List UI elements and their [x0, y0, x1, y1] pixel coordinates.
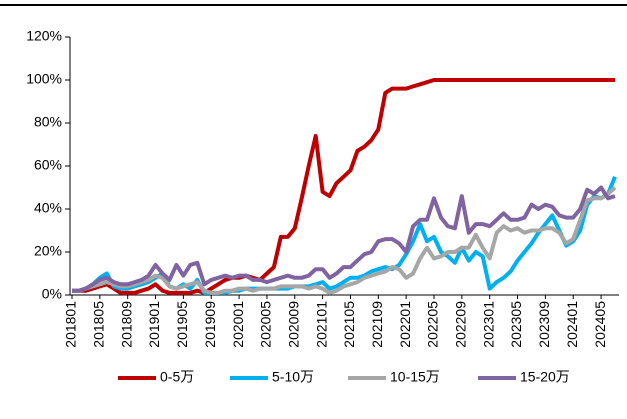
x-tick-label: 201909: [202, 301, 218, 348]
x-tick-label: 202201: [397, 301, 413, 348]
x-tick-label: 202209: [453, 301, 469, 348]
x-tick-label: 202405: [592, 301, 608, 348]
y-tick-label: 100%: [26, 71, 62, 87]
x-tick-label: 202309: [536, 301, 552, 348]
x-tick-label: 202205: [425, 301, 441, 348]
y-tick-label: 60%: [34, 157, 62, 173]
x-tick-label: 202101: [313, 301, 329, 348]
y-tick-label: 120%: [26, 28, 62, 44]
x-tick-label: 202301: [480, 301, 496, 348]
x-tick-label: 202305: [508, 301, 524, 348]
x-tick-label: 201901: [146, 301, 162, 348]
series-line: [72, 186, 617, 295]
legend-label: 5-10万: [272, 369, 314, 385]
x-tick-label: 201801: [63, 301, 79, 348]
x-tick-label: 201805: [91, 301, 107, 348]
legend-label: 10-15万: [390, 369, 440, 385]
legend-label: 0-5万: [160, 369, 194, 385]
x-tick-label: 202105: [341, 301, 357, 348]
x-tick-label: 202005: [258, 301, 274, 348]
legend-label: 15-20万: [520, 369, 570, 385]
series-line: [72, 185, 616, 293]
y-tick-label: 40%: [34, 200, 62, 216]
x-tick-label: 202401: [564, 301, 580, 348]
y-tick-label: 80%: [34, 114, 62, 130]
y-tick-label: 20%: [34, 243, 62, 259]
x-tick-label: 202001: [230, 301, 246, 348]
y-tick-label: 0%: [42, 286, 62, 302]
x-tick-label: 202109: [369, 301, 385, 348]
series-line: [72, 78, 615, 295]
x-tick-label: 202009: [285, 301, 301, 348]
x-tick-label: 201809: [118, 301, 134, 348]
x-tick-label: 201905: [174, 301, 190, 348]
